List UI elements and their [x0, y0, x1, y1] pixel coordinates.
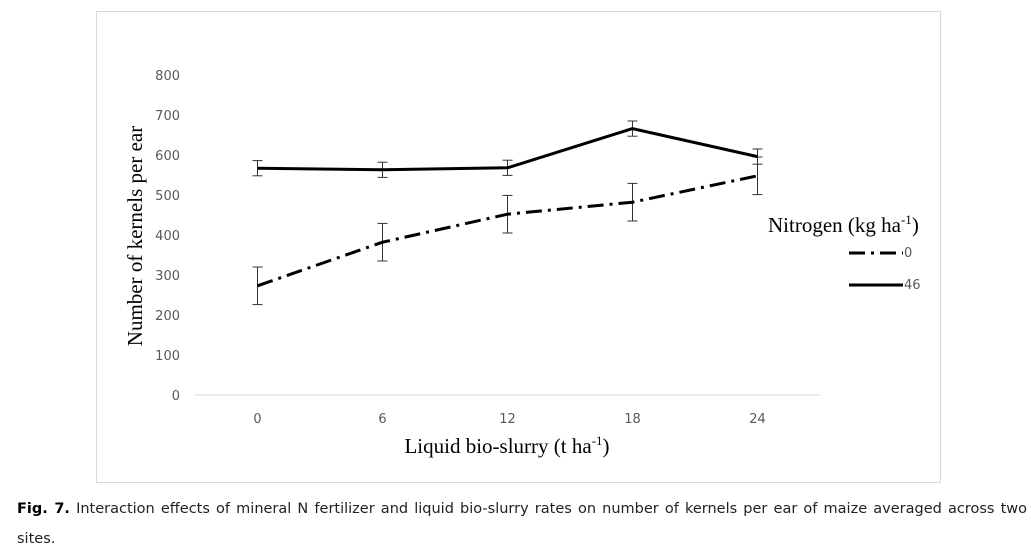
y-tick-label: 700	[155, 109, 180, 124]
series-line-0	[257, 174, 758, 288]
legend-title: Nitrogen (kg ha-1)	[768, 212, 919, 237]
series-0	[252, 156, 763, 306]
figure-caption: Fig. 7. Interaction effects of mineral N…	[17, 494, 1027, 554]
y-axis-title: Number of kernels per ear	[123, 126, 147, 346]
y-tick-label: 200	[155, 309, 180, 324]
legend: Nitrogen (kg ha-1) 0 46	[768, 212, 921, 293]
series-46	[252, 120, 763, 178]
chart-frame	[96, 11, 941, 483]
y-tick-label: 400	[155, 229, 180, 244]
x-axis-title-sup: -1	[592, 433, 603, 448]
series-layer	[252, 120, 763, 306]
x-tick-label: 0	[253, 412, 261, 427]
legend-title-sup: -1	[901, 212, 912, 227]
caption-text: Interaction effects of mineral N fertili…	[17, 501, 1027, 547]
series-line-46	[257, 127, 758, 172]
x-tick-label: 18	[624, 412, 641, 427]
legend-label-0: 0	[904, 246, 912, 261]
x-axis-title-main: Liquid bio-slurry (t ha	[404, 434, 592, 458]
y-axis-ticks: 0 100 200 300 400 500 600 700 800	[155, 69, 180, 404]
y-tick-label: 500	[155, 189, 180, 204]
y-tick-label: 600	[155, 149, 180, 164]
line-chart: 0 100 200 300 400 500 600 700 800 0 6 12 18 24 Numbe…	[123, 69, 921, 458]
y-tick-label: 100	[155, 349, 180, 364]
x-axis-title-end: )	[603, 434, 610, 458]
x-tick-label: 6	[378, 412, 386, 427]
y-tick-label: 300	[155, 269, 180, 284]
y-tick-label: 0	[172, 389, 180, 404]
legend-title-end: )	[912, 213, 919, 237]
x-tick-label: 12	[499, 412, 516, 427]
x-axis-title: Liquid bio-slurry (t ha-1)	[404, 433, 609, 458]
y-tick-label: 800	[155, 69, 180, 84]
legend-title-main: Nitrogen (kg ha	[768, 213, 902, 237]
x-axis-ticks: 0 6 12 18 24	[253, 412, 765, 427]
caption-label: Fig. 7.	[17, 501, 70, 517]
legend-label-46: 46	[904, 278, 921, 293]
x-tick-label: 24	[749, 412, 766, 427]
